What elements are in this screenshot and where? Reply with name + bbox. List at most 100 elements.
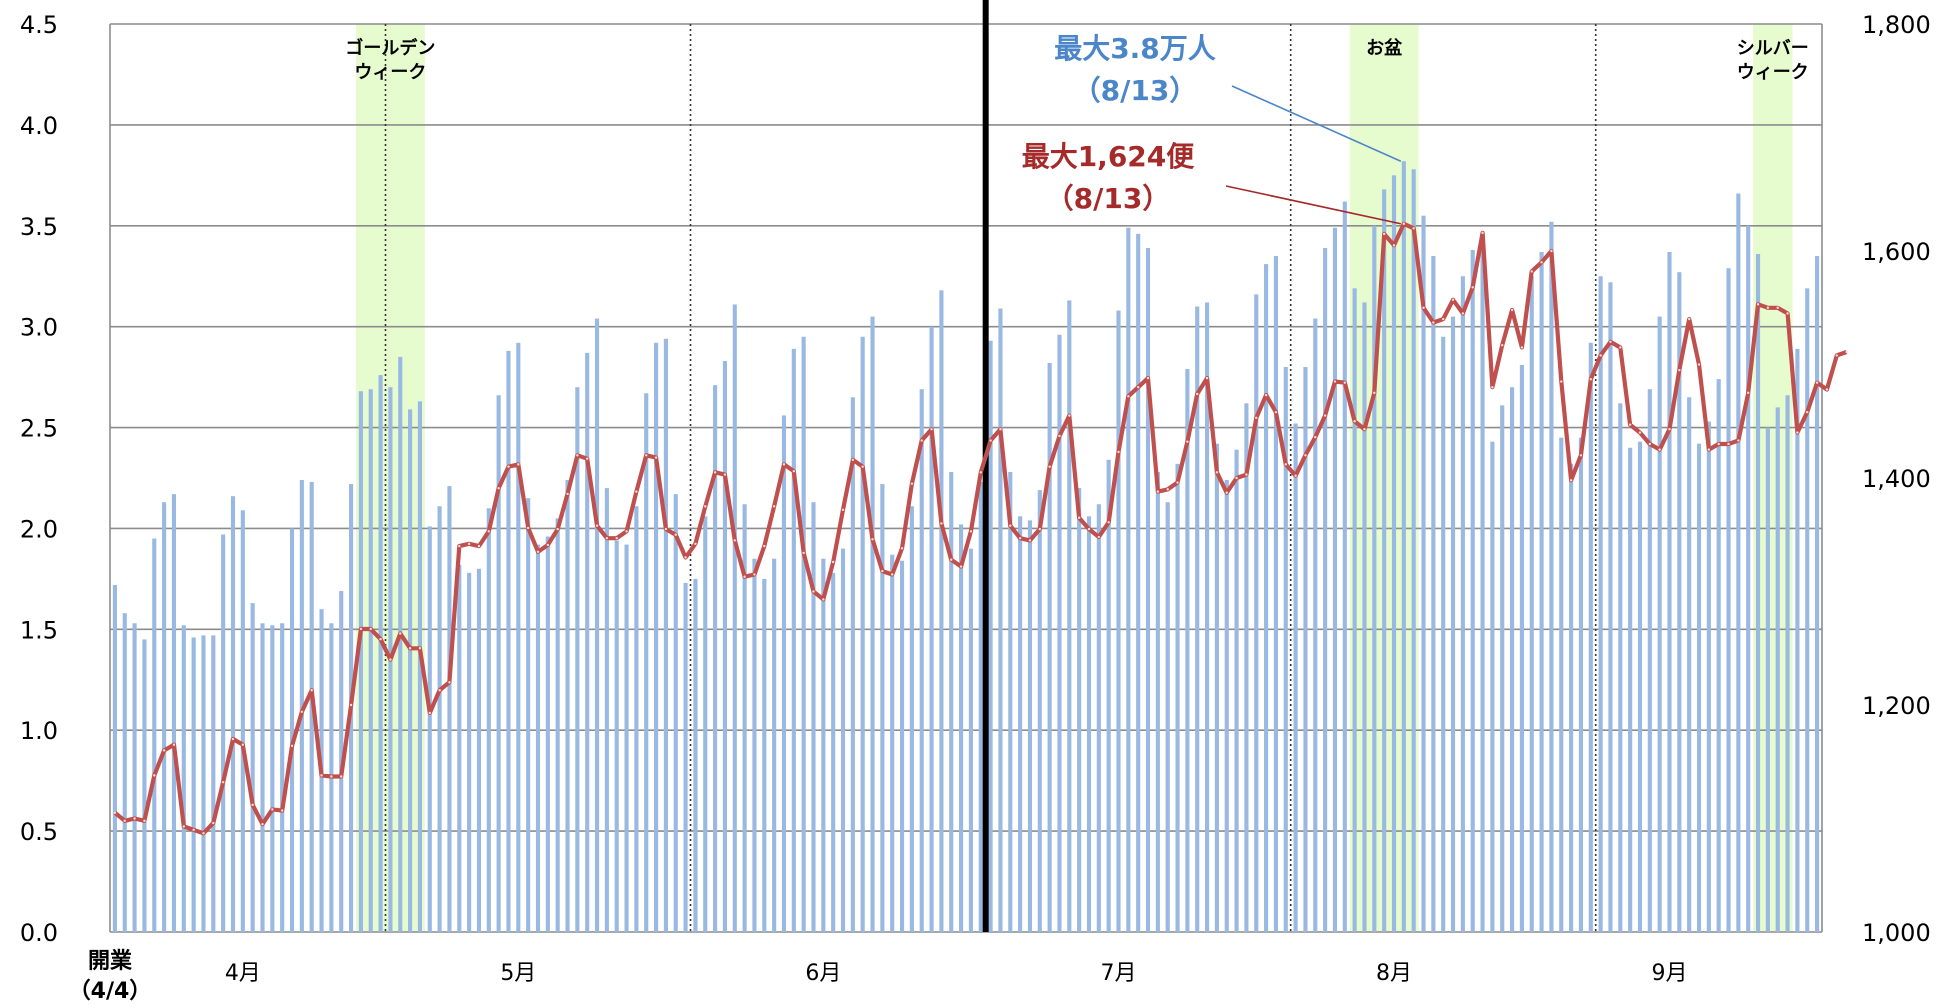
bar-day-47 [575,387,580,932]
line-point-day-33 [438,689,441,692]
bar-day-19 [299,480,304,932]
left-tick-label-8: 4.0 [20,112,58,140]
annotation-0-line-0: 最大3.8万人 [1054,32,1216,65]
line-point-day-97 [1068,414,1071,417]
line-point-day-59 [694,542,697,546]
bar-day-52 [624,544,629,932]
bar-day-8 [191,637,196,932]
line-point-day-32 [428,711,431,715]
highlight-label-2-0: シルバー [1737,38,1809,59]
left-tick-label-2: 1.0 [20,717,58,745]
line-point-day-5 [162,749,166,752]
line-point-day-60 [704,505,707,508]
line-point-day-76 [861,465,864,468]
line-point-day-89 [989,439,992,442]
line-point-day-154 [1628,423,1632,426]
annotation-1-line-0: 最大1,624便 [1022,140,1196,173]
bar-day-1 [122,613,127,932]
bar-day-69 [791,348,796,933]
line-point-day-164 [1727,442,1730,446]
bar-day-130 [1391,175,1397,933]
line-series [113,221,1848,836]
bar-day-89 [988,340,993,932]
annotation-leader-0 [1231,85,1402,162]
bar-day-134 [1431,256,1436,932]
line-point-day-18 [290,744,294,748]
right-tick-label-4: 1,800 [1862,11,1931,39]
opening-label-line-0: 開業 [88,949,133,974]
line-point-day-90 [999,427,1002,431]
line-point-day-86 [959,565,963,568]
line-point-day-36 [467,542,471,546]
line-point-day-85 [950,558,953,561]
bar-day-87 [968,548,973,932]
line-point-day-176 [1845,350,1848,354]
month-label-1: 5月 [500,961,536,986]
bar-day-9 [201,635,206,932]
bar-day-83 [929,326,934,933]
bar-day-31 [417,401,422,932]
line-point-day-88 [979,471,982,474]
bar-day-67 [772,558,777,932]
bar-day-15 [260,623,265,932]
line-point-day-102 [1117,450,1120,454]
bar-day-122 [1313,318,1318,932]
line-point-day-19 [300,710,304,714]
line-point-day-1 [123,819,126,822]
line-point-day-63 [733,539,736,542]
bar-day-128 [1372,225,1377,932]
bar-day-72 [821,558,826,932]
line-point-day-109 [1186,440,1189,443]
line-point-day-125 [1343,381,1347,384]
bar-day-142 [1510,387,1515,932]
bar-day-104 [1136,233,1141,933]
month-label-4: 8月 [1376,961,1412,986]
line-point-day-120 [1294,474,1297,477]
bar-day-116 [1254,294,1259,933]
line-point-day-83 [930,427,933,431]
bar-day-57 [673,494,678,932]
bar-day-155 [1637,441,1643,932]
line-point-day-161 [1697,363,1701,366]
line-point-day-124 [1333,380,1337,383]
bar-day-4 [152,538,157,932]
annotation-leader-1 [1225,185,1402,225]
bar-day-156 [1647,389,1652,932]
line-point-day-99 [1087,527,1091,531]
bar-day-107 [1165,502,1170,932]
line-point-day-54 [645,454,648,457]
bar-day-53 [634,506,639,932]
bar-day-164 [1726,268,1731,932]
line-point-day-157 [1658,448,1661,451]
right-tick-label-3: 1,600 [1862,238,1931,266]
line-point-day-139 [1481,231,1484,235]
line-point-day-132 [1412,227,1415,230]
bar-day-144 [1529,276,1534,932]
line-point-day-8 [192,828,195,832]
bar-day-61 [713,385,718,932]
bar-day-88 [978,482,983,932]
bar-day-163 [1716,379,1721,932]
bar-day-141 [1500,405,1505,932]
bar-day-153 [1618,403,1623,932]
line-point-day-20 [310,689,313,692]
line-point-day-12 [231,737,235,741]
bar-day-12 [230,496,236,932]
line-point-day-131 [1402,222,1406,225]
gridlines [110,23,1822,933]
bar-day-5 [162,502,167,932]
highlight-label-1-0: お盆 [1366,37,1403,59]
left-axis-tick-labels: 0.0 0.5 1.0 1.5 2.0 2.5 3.0 3.5 4.0 4.5 [20,11,58,947]
line-point-day-84 [940,522,943,525]
bar-day-78 [880,484,885,932]
line-point-day-168 [1766,306,1770,309]
bar-day-2 [132,623,137,932]
line-point-day-111 [1205,376,1209,380]
bar-day-113 [1224,480,1229,932]
right-axis-tick-labels: 1,000 1,200 1,400 1,600 1,800 [1862,11,1931,947]
bar-day-56 [663,338,668,933]
line-point-day-121 [1304,454,1307,457]
line-point-day-112 [1215,471,1219,474]
bar-day-159 [1677,272,1682,933]
bar-day-74 [840,548,846,932]
